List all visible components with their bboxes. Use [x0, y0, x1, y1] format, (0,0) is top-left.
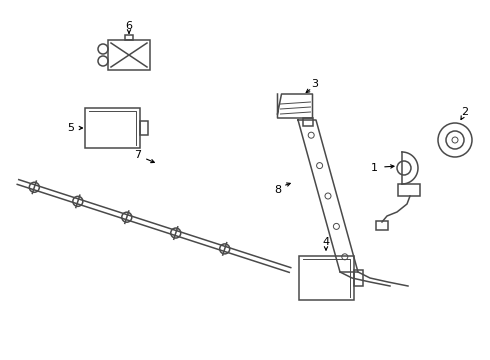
- Bar: [108, 40, 150, 70]
- Text: 7: 7: [134, 150, 142, 160]
- Bar: [298, 256, 353, 300]
- Text: 8: 8: [274, 185, 282, 195]
- Bar: [376, 221, 388, 230]
- Text: 5: 5: [67, 123, 74, 133]
- Text: 6: 6: [125, 21, 132, 31]
- Bar: [84, 108, 140, 148]
- Text: 3: 3: [312, 79, 318, 89]
- Bar: [140, 121, 147, 135]
- Bar: [398, 184, 420, 196]
- Bar: [353, 270, 363, 286]
- Bar: [302, 118, 313, 126]
- Text: 1: 1: [370, 163, 377, 173]
- Text: 2: 2: [462, 107, 468, 117]
- Bar: [125, 35, 133, 40]
- Text: 4: 4: [322, 237, 330, 247]
